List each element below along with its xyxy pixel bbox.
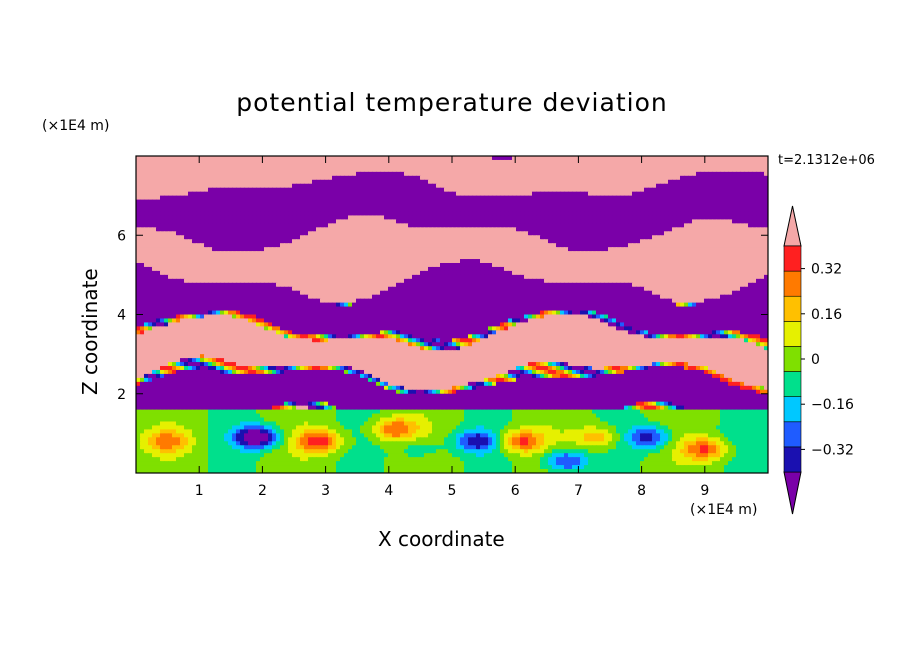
- y-tick-label: 6: [117, 228, 126, 244]
- colorbar-swatch: [783, 321, 802, 347]
- colorbar-swatch: [783, 346, 802, 372]
- colorbar-swatch: [783, 421, 802, 448]
- colorbar-swatch: [783, 396, 802, 423]
- x-tick-label: 6: [511, 483, 520, 499]
- y-tick-label: 2: [117, 387, 126, 403]
- x-axis-label: X coordinate: [378, 527, 505, 551]
- x-tick-label: 9: [700, 483, 709, 499]
- x-tick-label: 5: [448, 483, 457, 499]
- x-axis-ticks: 1 2 3 4 5 6 7 8 9: [195, 156, 709, 499]
- y-unit-label: (×1E4 m): [42, 118, 110, 134]
- colorbar-tick-label: −0.16: [811, 397, 854, 413]
- time-label: t=2.1312e+06: [778, 153, 875, 168]
- x-tick-label: 1: [195, 483, 204, 499]
- y-axis-ticks: 2 4 6: [117, 228, 768, 403]
- colorbar-tick-label: 0: [811, 352, 820, 368]
- x-tick-label: 7: [574, 483, 583, 499]
- colorbar-tick-label: −0.32: [811, 442, 854, 458]
- x-tick-label: 2: [258, 483, 267, 499]
- colorbar-bottom-arrow: [783, 471, 802, 515]
- colorbar-swatch: [783, 245, 802, 272]
- x-tick-label: 3: [321, 483, 330, 499]
- colorbar-swatch: [783, 270, 802, 297]
- colorbar-swatch: [783, 446, 802, 473]
- colorbar-tick-label: 0.32: [811, 262, 842, 278]
- colorbar-swatch: [783, 371, 802, 397]
- colorbar-tick-label: 0.16: [811, 307, 842, 323]
- y-tick-label: 4: [117, 308, 126, 324]
- x-unit-label: (×1E4 m): [690, 502, 758, 518]
- colorbar: 0.32 0.16 0 −0.16 −0.32: [783, 205, 854, 515]
- chart-title: potential temperature deviation: [236, 88, 668, 117]
- x-tick-label: 8: [637, 483, 646, 499]
- colorbar-top-arrow: [783, 205, 802, 247]
- contour-field: [136, 156, 768, 473]
- x-tick-label: 4: [384, 483, 393, 499]
- colorbar-swatch: [783, 295, 802, 322]
